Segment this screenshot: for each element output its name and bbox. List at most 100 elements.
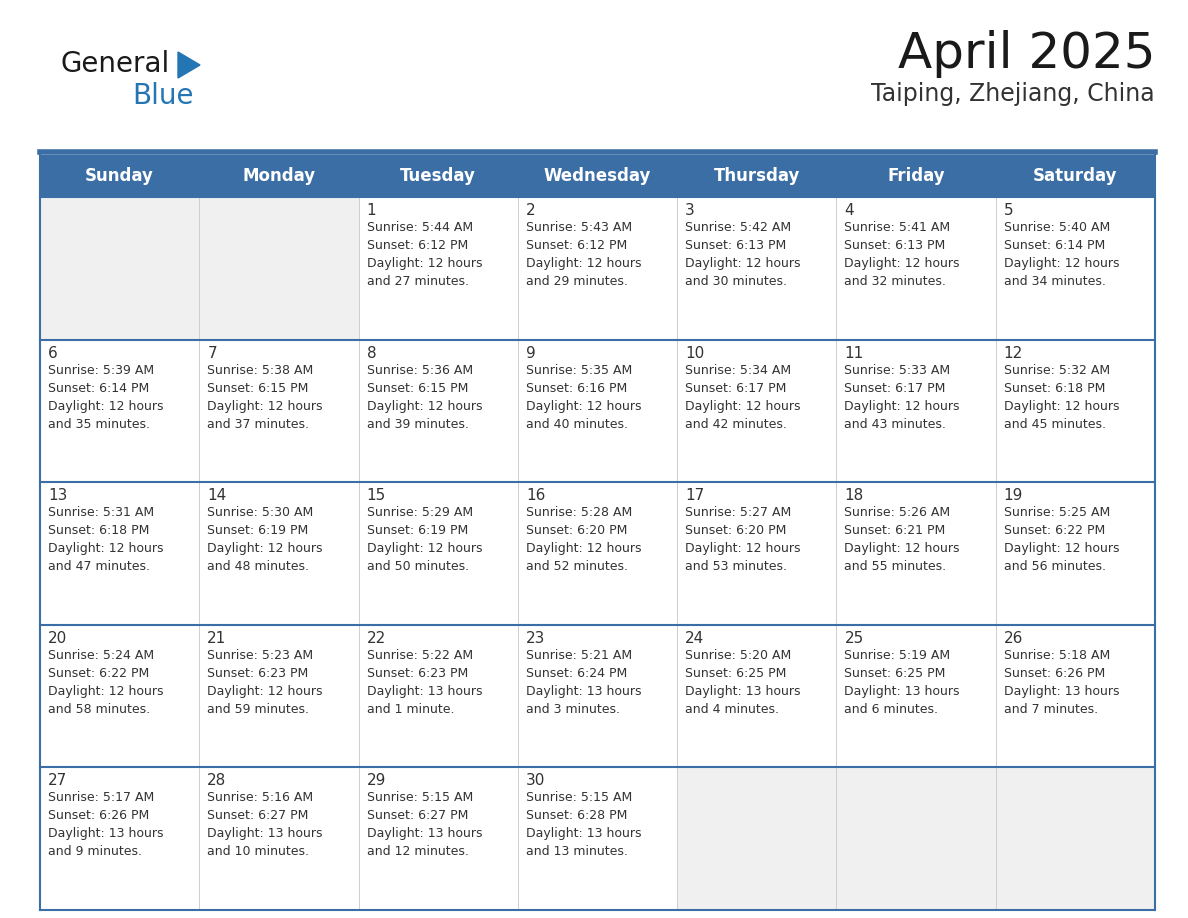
Text: Sunrise: 5:26 AM
Sunset: 6:21 PM
Daylight: 12 hours
and 55 minutes.: Sunrise: 5:26 AM Sunset: 6:21 PM Dayligh… [845,506,960,573]
Bar [518,197,677,340]
Text: Wednesday: Wednesday [544,167,651,185]
Bar [836,340,996,482]
Text: Tuesday: Tuesday [400,167,476,185]
Text: Sunrise: 5:42 AM
Sunset: 6:13 PM
Daylight: 12 hours
and 30 minutes.: Sunrise: 5:42 AM Sunset: 6:13 PM Dayligh… [685,221,801,288]
Bar [200,625,359,767]
Text: 29: 29 [367,773,386,789]
Text: Sunrise: 5:17 AM
Sunset: 6:26 PM
Daylight: 13 hours
and 9 minutes.: Sunrise: 5:17 AM Sunset: 6:26 PM Dayligh… [48,791,164,858]
Bar [996,340,1155,482]
Bar [40,482,200,625]
Text: 26: 26 [1004,631,1023,645]
Text: Sunrise: 5:23 AM
Sunset: 6:23 PM
Daylight: 12 hours
and 59 minutes.: Sunrise: 5:23 AM Sunset: 6:23 PM Dayligh… [207,649,323,716]
Text: Sunrise: 5:21 AM
Sunset: 6:24 PM
Daylight: 13 hours
and 3 minutes.: Sunrise: 5:21 AM Sunset: 6:24 PM Dayligh… [526,649,642,716]
Text: 16: 16 [526,488,545,503]
Text: Sunrise: 5:31 AM
Sunset: 6:18 PM
Daylight: 12 hours
and 47 minutes.: Sunrise: 5:31 AM Sunset: 6:18 PM Dayligh… [48,506,164,573]
Text: 5: 5 [1004,203,1013,218]
Bar [677,197,836,340]
Bar [40,767,200,910]
Text: Sunrise: 5:20 AM
Sunset: 6:25 PM
Daylight: 13 hours
and 4 minutes.: Sunrise: 5:20 AM Sunset: 6:25 PM Dayligh… [685,649,801,716]
Text: Sunrise: 5:22 AM
Sunset: 6:23 PM
Daylight: 13 hours
and 1 minute.: Sunrise: 5:22 AM Sunset: 6:23 PM Dayligh… [367,649,482,716]
Text: 28: 28 [207,773,227,789]
Text: 15: 15 [367,488,386,503]
Text: Saturday: Saturday [1034,167,1118,185]
Text: Sunrise: 5:39 AM
Sunset: 6:14 PM
Daylight: 12 hours
and 35 minutes.: Sunrise: 5:39 AM Sunset: 6:14 PM Dayligh… [48,364,164,431]
Text: 20: 20 [48,631,68,645]
Text: 7: 7 [207,345,217,361]
Text: Sunrise: 5:29 AM
Sunset: 6:19 PM
Daylight: 12 hours
and 50 minutes.: Sunrise: 5:29 AM Sunset: 6:19 PM Dayligh… [367,506,482,573]
Text: 9: 9 [526,345,536,361]
Text: Blue: Blue [132,82,194,110]
Bar [677,340,836,482]
Bar [996,767,1155,910]
Text: 1: 1 [367,203,377,218]
Text: 11: 11 [845,345,864,361]
Text: Sunrise: 5:19 AM
Sunset: 6:25 PM
Daylight: 13 hours
and 6 minutes.: Sunrise: 5:19 AM Sunset: 6:25 PM Dayligh… [845,649,960,716]
Bar [677,767,836,910]
Text: Sunrise: 5:15 AM
Sunset: 6:28 PM
Daylight: 13 hours
and 13 minutes.: Sunrise: 5:15 AM Sunset: 6:28 PM Dayligh… [526,791,642,858]
Bar [200,197,359,340]
Text: Sunrise: 5:32 AM
Sunset: 6:18 PM
Daylight: 12 hours
and 45 minutes.: Sunrise: 5:32 AM Sunset: 6:18 PM Dayligh… [1004,364,1119,431]
Text: Thursday: Thursday [714,167,800,185]
Text: Sunrise: 5:27 AM
Sunset: 6:20 PM
Daylight: 12 hours
and 53 minutes.: Sunrise: 5:27 AM Sunset: 6:20 PM Dayligh… [685,506,801,573]
Text: Sunrise: 5:25 AM
Sunset: 6:22 PM
Daylight: 12 hours
and 56 minutes.: Sunrise: 5:25 AM Sunset: 6:22 PM Dayligh… [1004,506,1119,573]
Text: Sunrise: 5:38 AM
Sunset: 6:15 PM
Daylight: 12 hours
and 37 minutes.: Sunrise: 5:38 AM Sunset: 6:15 PM Dayligh… [207,364,323,431]
Text: 23: 23 [526,631,545,645]
Text: Sunrise: 5:40 AM
Sunset: 6:14 PM
Daylight: 12 hours
and 34 minutes.: Sunrise: 5:40 AM Sunset: 6:14 PM Dayligh… [1004,221,1119,288]
Text: General: General [61,50,169,78]
Text: 22: 22 [367,631,386,645]
Text: Sunrise: 5:24 AM
Sunset: 6:22 PM
Daylight: 12 hours
and 58 minutes.: Sunrise: 5:24 AM Sunset: 6:22 PM Dayligh… [48,649,164,716]
Bar [836,197,996,340]
Text: Sunrise: 5:41 AM
Sunset: 6:13 PM
Daylight: 12 hours
and 32 minutes.: Sunrise: 5:41 AM Sunset: 6:13 PM Dayligh… [845,221,960,288]
Bar [518,340,677,482]
Text: 17: 17 [685,488,704,503]
Bar [359,625,518,767]
Text: 13: 13 [48,488,68,503]
Text: 2: 2 [526,203,536,218]
Text: 6: 6 [48,345,58,361]
Bar [200,340,359,482]
Bar [996,625,1155,767]
Bar [996,197,1155,340]
Bar [359,340,518,482]
Bar [40,155,1155,197]
Bar [359,482,518,625]
Bar [200,482,359,625]
Text: 19: 19 [1004,488,1023,503]
Text: 27: 27 [48,773,68,789]
Bar [40,340,200,482]
Text: Sunday: Sunday [86,167,154,185]
Bar [359,767,518,910]
Text: Sunrise: 5:43 AM
Sunset: 6:12 PM
Daylight: 12 hours
and 29 minutes.: Sunrise: 5:43 AM Sunset: 6:12 PM Dayligh… [526,221,642,288]
Text: Sunrise: 5:18 AM
Sunset: 6:26 PM
Daylight: 13 hours
and 7 minutes.: Sunrise: 5:18 AM Sunset: 6:26 PM Dayligh… [1004,649,1119,716]
Text: 25: 25 [845,631,864,645]
Text: 24: 24 [685,631,704,645]
Text: Monday: Monday [242,167,316,185]
Bar [40,625,200,767]
Text: 4: 4 [845,203,854,218]
Text: Friday: Friday [887,167,944,185]
Text: Sunrise: 5:44 AM
Sunset: 6:12 PM
Daylight: 12 hours
and 27 minutes.: Sunrise: 5:44 AM Sunset: 6:12 PM Dayligh… [367,221,482,288]
Bar [996,482,1155,625]
Text: Sunrise: 5:35 AM
Sunset: 6:16 PM
Daylight: 12 hours
and 40 minutes.: Sunrise: 5:35 AM Sunset: 6:16 PM Dayligh… [526,364,642,431]
Text: Sunrise: 5:15 AM
Sunset: 6:27 PM
Daylight: 13 hours
and 12 minutes.: Sunrise: 5:15 AM Sunset: 6:27 PM Dayligh… [367,791,482,858]
Text: 8: 8 [367,345,377,361]
Polygon shape [178,52,200,78]
Bar [836,482,996,625]
Text: 10: 10 [685,345,704,361]
Bar [518,482,677,625]
Text: 18: 18 [845,488,864,503]
Text: April 2025: April 2025 [897,30,1155,78]
Bar [518,625,677,767]
Text: 3: 3 [685,203,695,218]
Text: 12: 12 [1004,345,1023,361]
Bar [40,197,200,340]
Bar [836,767,996,910]
Text: Sunrise: 5:16 AM
Sunset: 6:27 PM
Daylight: 13 hours
and 10 minutes.: Sunrise: 5:16 AM Sunset: 6:27 PM Dayligh… [207,791,323,858]
Bar [677,482,836,625]
Text: 14: 14 [207,488,227,503]
Bar [836,625,996,767]
Bar [200,767,359,910]
Text: Sunrise: 5:36 AM
Sunset: 6:15 PM
Daylight: 12 hours
and 39 minutes.: Sunrise: 5:36 AM Sunset: 6:15 PM Dayligh… [367,364,482,431]
Text: Taiping, Zhejiang, China: Taiping, Zhejiang, China [871,82,1155,106]
Bar [359,197,518,340]
